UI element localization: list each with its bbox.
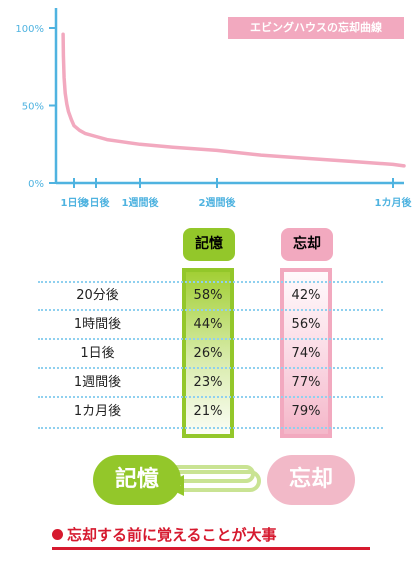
curve-point [95,135,97,138]
forget-value: 79% [291,404,321,419]
curve-point [392,163,394,166]
table-row-label: 1時間後 [73,317,122,332]
memory-value: 44% [193,317,223,332]
chart-title: エビングハウスの忘却曲線 [228,17,404,39]
table-row-divider [38,338,383,340]
curve-point [78,129,81,132]
memory-value: 21% [193,404,223,419]
forgetting-curve-line [61,32,406,168]
table-row-divider [38,309,383,311]
curve-point [67,110,70,113]
forget-value: 56% [291,317,321,332]
y-tick-label: 100% [15,24,44,35]
memory-oval: 記憶 [93,455,181,505]
curve-point [348,160,350,163]
curve-point [64,92,66,94]
forget-oval: 忘却 [267,455,355,505]
caption-text: 忘却する前に覚えることが大事 [67,526,277,544]
table-row-divider [38,427,383,429]
table-row-label: 20分後 [76,288,119,303]
curve-point [62,33,64,35]
forget-value: 77% [291,375,321,390]
table-row-label: 1日後 [80,346,115,361]
forget-column-header: 忘却 [281,228,333,261]
curve-point [172,146,174,149]
forget-value: 42% [291,288,321,303]
curve-point [63,76,65,79]
recall-arrows-diagram [170,465,261,496]
table-row-divider [38,281,383,283]
return-arrow-lower [170,470,261,492]
bullet-icon [52,529,63,540]
memory-column-header: 記憶 [183,228,235,261]
x-tick-label: 1カ月後 [375,196,413,209]
x-tick-label: 1日後 [61,196,89,209]
table-row-label: 1週間後 [73,375,122,390]
memory-value: 23% [193,375,223,390]
caption-underline [52,547,370,550]
table-row-divider [38,367,383,369]
table-row-divider [38,396,383,398]
x-tick-label: 2週間後 [199,196,237,209]
curve-point [106,138,108,141]
curve-point [117,140,119,142]
curve-point [62,55,65,57]
y-tick-label: 50% [22,102,44,113]
caption: 忘却する前に覚えることが大事 [52,524,372,546]
curve-point [84,132,86,135]
memory-column-box [182,268,234,438]
y-tick-label: 0% [28,179,44,190]
memory-value: 26% [193,346,223,361]
table-row-label: 1カ月後 [73,404,122,419]
curve-point [260,154,262,156]
forget-column-box [280,268,332,438]
curve-point [216,149,218,152]
curve-point [70,118,73,121]
curve-point [66,103,68,105]
forget-value: 74% [291,346,321,361]
memory-value: 58% [193,288,223,303]
curve-point [304,157,306,159]
curve-point [403,165,405,167]
x-tick-label: 3日後 [83,196,111,209]
curve-point [73,124,75,127]
x-tick-label: 1週間後 [122,196,160,209]
curve-point [139,143,141,146]
